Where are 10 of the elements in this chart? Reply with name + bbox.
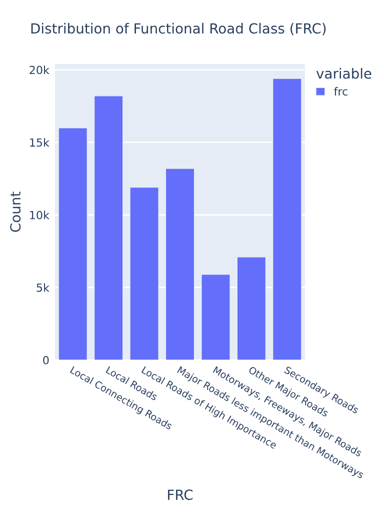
legend-label: frc xyxy=(334,86,348,96)
y-axis-title: Count xyxy=(10,192,21,232)
y-tick-label: 10k xyxy=(30,210,50,220)
y-tick-label: 20k xyxy=(30,66,50,74)
chart-title: Distribution of Functional Road Class (FRC) xyxy=(31,22,326,36)
x-axis-title: FRC xyxy=(168,490,193,500)
legend-title: variable xyxy=(316,68,372,79)
y-tick-label: 5k xyxy=(36,283,50,292)
y-tick-label: 0 xyxy=(43,356,49,364)
y-tick-label: 15k xyxy=(30,138,50,147)
